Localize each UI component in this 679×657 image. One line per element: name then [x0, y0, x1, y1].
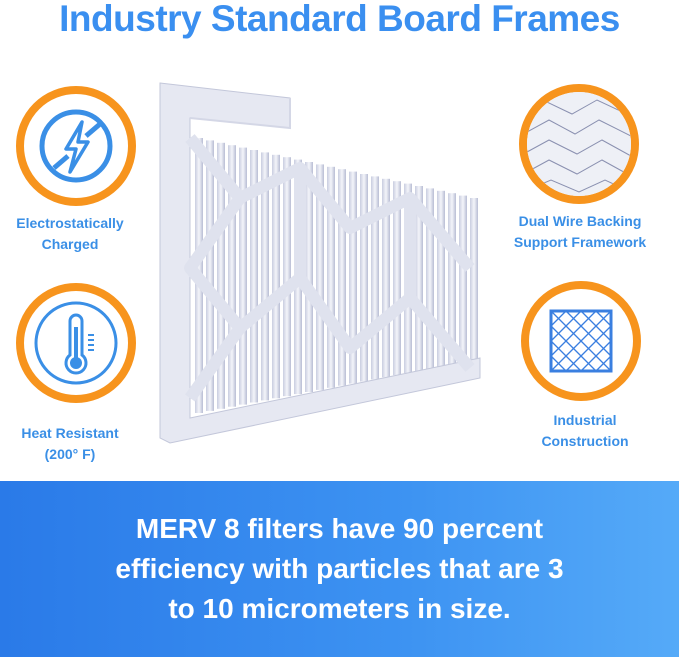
feature-label-electrostatic: Electrostatically Charged: [0, 213, 155, 255]
air-filter-image: [159, 82, 481, 444]
filter-pleat: [283, 157, 291, 397]
industrial-construction-badge: [521, 281, 641, 401]
filter-pleat: [316, 164, 324, 390]
filter-pleat: [448, 193, 456, 365]
filter-pleat: [228, 145, 236, 407]
filter-pleat: [305, 162, 313, 392]
filter-pleat: [360, 174, 368, 382]
feature-label-industrial: Industrial Construction: [500, 410, 670, 452]
no-static-lightning-icon: [39, 109, 113, 183]
wire-backing-badge: [519, 84, 639, 204]
page-title: Industry Standard Board Frames: [59, 0, 620, 39]
filter-pleat: [393, 181, 401, 376]
feature-line: Support Framework: [513, 234, 647, 250]
filter-pleat: [426, 188, 434, 369]
banner-text: MERV 8 filters have 90 percent efficienc…: [0, 509, 679, 629]
electrostatic-badge: [16, 86, 136, 206]
feature-line: (200° F): [44, 446, 96, 462]
filter-pleat: [371, 176, 379, 380]
filter-pleat: [261, 152, 269, 401]
thermometer-icon: [34, 301, 118, 385]
filter-pleat: [272, 154, 280, 399]
feature-line: Industrial: [553, 412, 617, 428]
banner-line: efficiency with particles that are 3: [115, 553, 564, 584]
filter-pleat: [470, 198, 478, 361]
feature-line: Dual Wire Backing: [518, 213, 642, 229]
filter-pleat: [338, 169, 346, 386]
filter-pleat: [327, 166, 335, 388]
banner-line: MERV 8 filters have 90 percent: [135, 513, 544, 544]
feature-line: Construction: [541, 433, 629, 449]
filter-pleat: [382, 178, 390, 378]
filter-pleat: [437, 190, 445, 367]
grid-frame-icon: [549, 309, 613, 373]
filter-pleat: [349, 171, 357, 384]
feature-label-wire: Dual Wire Backing Support Framework: [495, 211, 665, 253]
feature-label-heat: Heat Resistant (200° F): [0, 423, 155, 465]
merv-info-banner: MERV 8 filters have 90 percent efficienc…: [0, 481, 679, 657]
filter-pleat: [459, 195, 467, 363]
heat-resistant-badge: [16, 283, 136, 403]
banner-line: to 10 micrometers in size.: [168, 593, 511, 624]
filter-pleat: [206, 140, 214, 411]
filter-pleat: [250, 150, 258, 403]
wire-mesh-icon: [527, 92, 631, 196]
filter-pleat: [239, 147, 247, 405]
feature-line: Electrostatically: [16, 215, 124, 231]
feature-line: Heat Resistant: [21, 425, 119, 441]
filter-pleat: [415, 186, 423, 371]
feature-line: Charged: [41, 236, 99, 252]
filter-pleat: [217, 142, 225, 409]
